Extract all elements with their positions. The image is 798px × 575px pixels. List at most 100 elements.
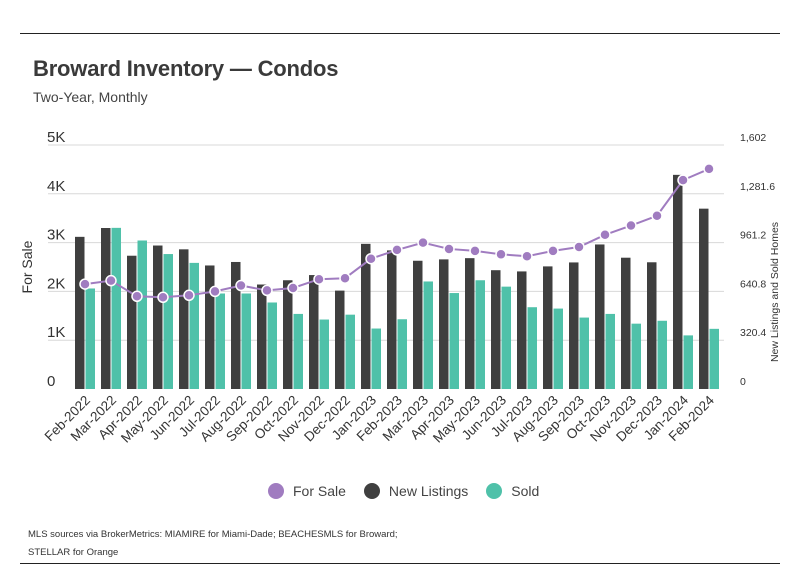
- bar-sold: [553, 308, 563, 389]
- bar-sold: [709, 328, 719, 389]
- bar-sold: [501, 286, 511, 389]
- bar-sold: [605, 313, 615, 389]
- point-for-sale: [443, 243, 455, 255]
- point-for-sale: [417, 236, 429, 249]
- point-for-sale: [287, 282, 299, 294]
- bar-new-listings: [699, 208, 709, 389]
- bar-sold: [449, 293, 459, 389]
- bar-sold: [683, 335, 693, 389]
- legend-item-sold[interactable]: Sold: [486, 483, 539, 499]
- point-for-sale: [105, 274, 117, 287]
- bar-new-listings: [361, 243, 371, 389]
- y2-tick-label: 1,602: [740, 132, 766, 144]
- source-note-line-1: MLS sources via BrokerMetrics: MIAMIRE f…: [28, 529, 398, 540]
- legend-label-for-sale: For Sale: [293, 483, 346, 499]
- point-for-sale: [209, 285, 221, 298]
- y2-tick-label: 320.4: [740, 327, 766, 339]
- bar-new-listings: [387, 250, 397, 389]
- bar-sold: [189, 262, 199, 389]
- bar-new-listings: [439, 259, 449, 389]
- y2-tick-label: 961.2: [740, 230, 766, 242]
- point-for-sale: [261, 284, 273, 297]
- bar-new-listings: [595, 244, 605, 389]
- bottom-rule: [20, 563, 780, 564]
- legend-label-sold: Sold: [511, 483, 540, 499]
- point-for-sale: [391, 244, 403, 256]
- point-for-sale: [235, 279, 247, 292]
- point-for-sale: [79, 278, 91, 290]
- point-for-sale: [313, 273, 325, 285]
- y-tick-label: 4K: [47, 178, 65, 195]
- source-note-line-2: STELLAR for Orange: [28, 547, 119, 558]
- line-for-sale: [84, 167, 710, 299]
- point-for-sale: [183, 289, 195, 302]
- legend-swatch-new-listings: [363, 483, 380, 499]
- point-for-sale: [573, 241, 585, 253]
- y-tick-label: 1K: [47, 324, 65, 341]
- bar-new-listings: [413, 260, 423, 389]
- bar-new-listings: [673, 174, 683, 389]
- point-for-sale: [521, 250, 533, 263]
- bar-new-listings: [491, 270, 501, 389]
- bar-sold: [267, 302, 277, 389]
- point-for-sale: [651, 210, 663, 222]
- bar-new-listings: [465, 258, 475, 389]
- bar-new-listings: [127, 255, 137, 389]
- bar-sold: [241, 293, 251, 389]
- legend: For Sale New Listings Sold: [268, 483, 539, 499]
- point-for-sale: [339, 272, 351, 284]
- point-for-sale: [703, 163, 715, 175]
- bar-sold: [579, 317, 589, 389]
- bar-new-listings: [647, 262, 657, 389]
- bar-sold: [527, 307, 537, 389]
- legend-swatch-sold: [486, 483, 503, 499]
- point-for-sale: [547, 245, 559, 257]
- legend-label-new-listings: New Listings: [388, 483, 469, 499]
- y2-tick-label: 640.8: [740, 278, 766, 290]
- point-for-sale: [599, 229, 611, 241]
- bar-sold: [423, 281, 433, 389]
- y-tick-label: 3K: [47, 227, 65, 244]
- bar-sold: [371, 328, 381, 389]
- y2-axis-title: New Listings and Sold Homes: [769, 222, 781, 362]
- bar-sold: [137, 240, 147, 389]
- legend-item-new-listings[interactable]: New Listings: [363, 483, 469, 499]
- bar-new-listings: [153, 245, 163, 389]
- chart-title: Broward Inventory — Condos: [33, 56, 339, 81]
- bar-sold: [163, 254, 173, 389]
- bar-sold: [319, 319, 329, 389]
- y2-tick-label: 1,281.6: [740, 181, 775, 193]
- point-for-sale: [131, 290, 143, 303]
- point-for-sale: [365, 252, 377, 265]
- bar-sold: [111, 227, 121, 389]
- bar-new-listings: [101, 228, 111, 389]
- bar-sold: [397, 319, 407, 389]
- bar-new-listings: [335, 290, 345, 389]
- legend-swatch-for-sale: [268, 483, 284, 499]
- y-tick-label: 5K: [47, 129, 65, 146]
- bar-sold: [475, 280, 485, 389]
- bar-new-listings: [569, 262, 579, 389]
- bar-new-listings: [621, 257, 631, 389]
- bar-sold: [215, 293, 225, 389]
- bar-sold: [85, 288, 95, 389]
- point-for-sale: [469, 245, 481, 257]
- bar-sold: [631, 323, 641, 389]
- bar-new-listings: [179, 249, 189, 389]
- point-for-sale: [677, 174, 689, 186]
- bar-new-listings: [517, 271, 527, 389]
- bar-new-listings: [543, 266, 553, 389]
- y-tick-label: 2K: [47, 275, 65, 292]
- chart-subtitle: Two-Year, Monthly: [33, 89, 148, 105]
- bar-new-listings: [283, 280, 293, 389]
- top-rule: [20, 33, 780, 34]
- point-for-sale: [625, 219, 637, 232]
- y-axis-title: For Sale: [19, 240, 35, 293]
- point-for-sale: [495, 248, 507, 261]
- bar-new-listings: [75, 236, 85, 389]
- legend-item-for-sale[interactable]: For Sale: [268, 483, 346, 499]
- y-tick-label: 0: [47, 373, 55, 390]
- point-for-sale: [157, 291, 169, 304]
- bar-sold: [345, 314, 355, 389]
